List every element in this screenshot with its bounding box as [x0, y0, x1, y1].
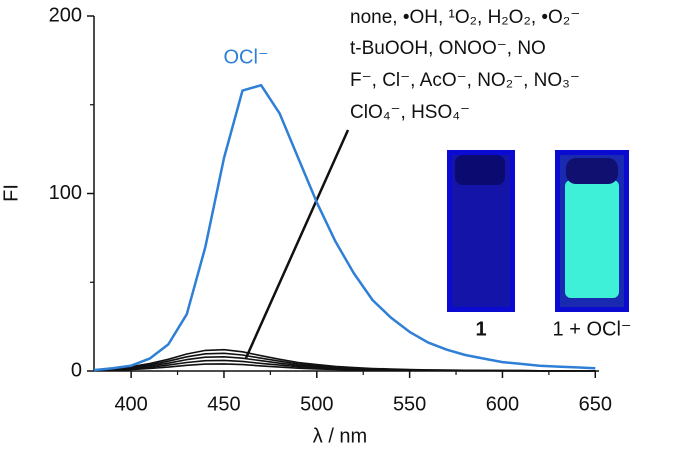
x-tick-label: 650 — [579, 393, 612, 415]
inset-label: 1 — [475, 318, 486, 340]
x-tick-label: 600 — [486, 393, 519, 415]
annotation: F⁻, Cl⁻, AcO⁻, NO₂⁻, NO₃⁻ — [350, 70, 580, 91]
x-tick-label: 550 — [393, 393, 426, 415]
y-tick-label: 0 — [71, 359, 82, 381]
y-axis-title: FI — [0, 184, 22, 202]
spectrum-line — [93, 83, 596, 372]
spectrum-line — [93, 348, 596, 372]
x-tick-label: 450 — [207, 393, 240, 415]
annotation: t-BuOOH, ONOO⁻, NO — [350, 38, 546, 59]
annotation: none, •OH, ¹O₂, H₂O₂, •O₂⁻ — [350, 7, 580, 28]
annotation-pointer — [244, 129, 350, 359]
x-tick-label: 500 — [300, 393, 333, 415]
inset-label: 1 + OCl⁻ — [553, 318, 632, 340]
y-tick-label: 100 — [49, 182, 82, 204]
spectrum-line — [93, 359, 596, 372]
x-axis-title: λ / nm — [313, 425, 367, 447]
annotation: ClO₄⁻, HSO₄⁻ — [350, 102, 470, 123]
inset-photo — [447, 150, 629, 312]
series-label: OCl⁻ — [224, 46, 269, 68]
y-tick-label: 200 — [49, 4, 82, 26]
x-tick-label: 400 — [114, 393, 147, 415]
spectrum-line — [93, 352, 596, 372]
